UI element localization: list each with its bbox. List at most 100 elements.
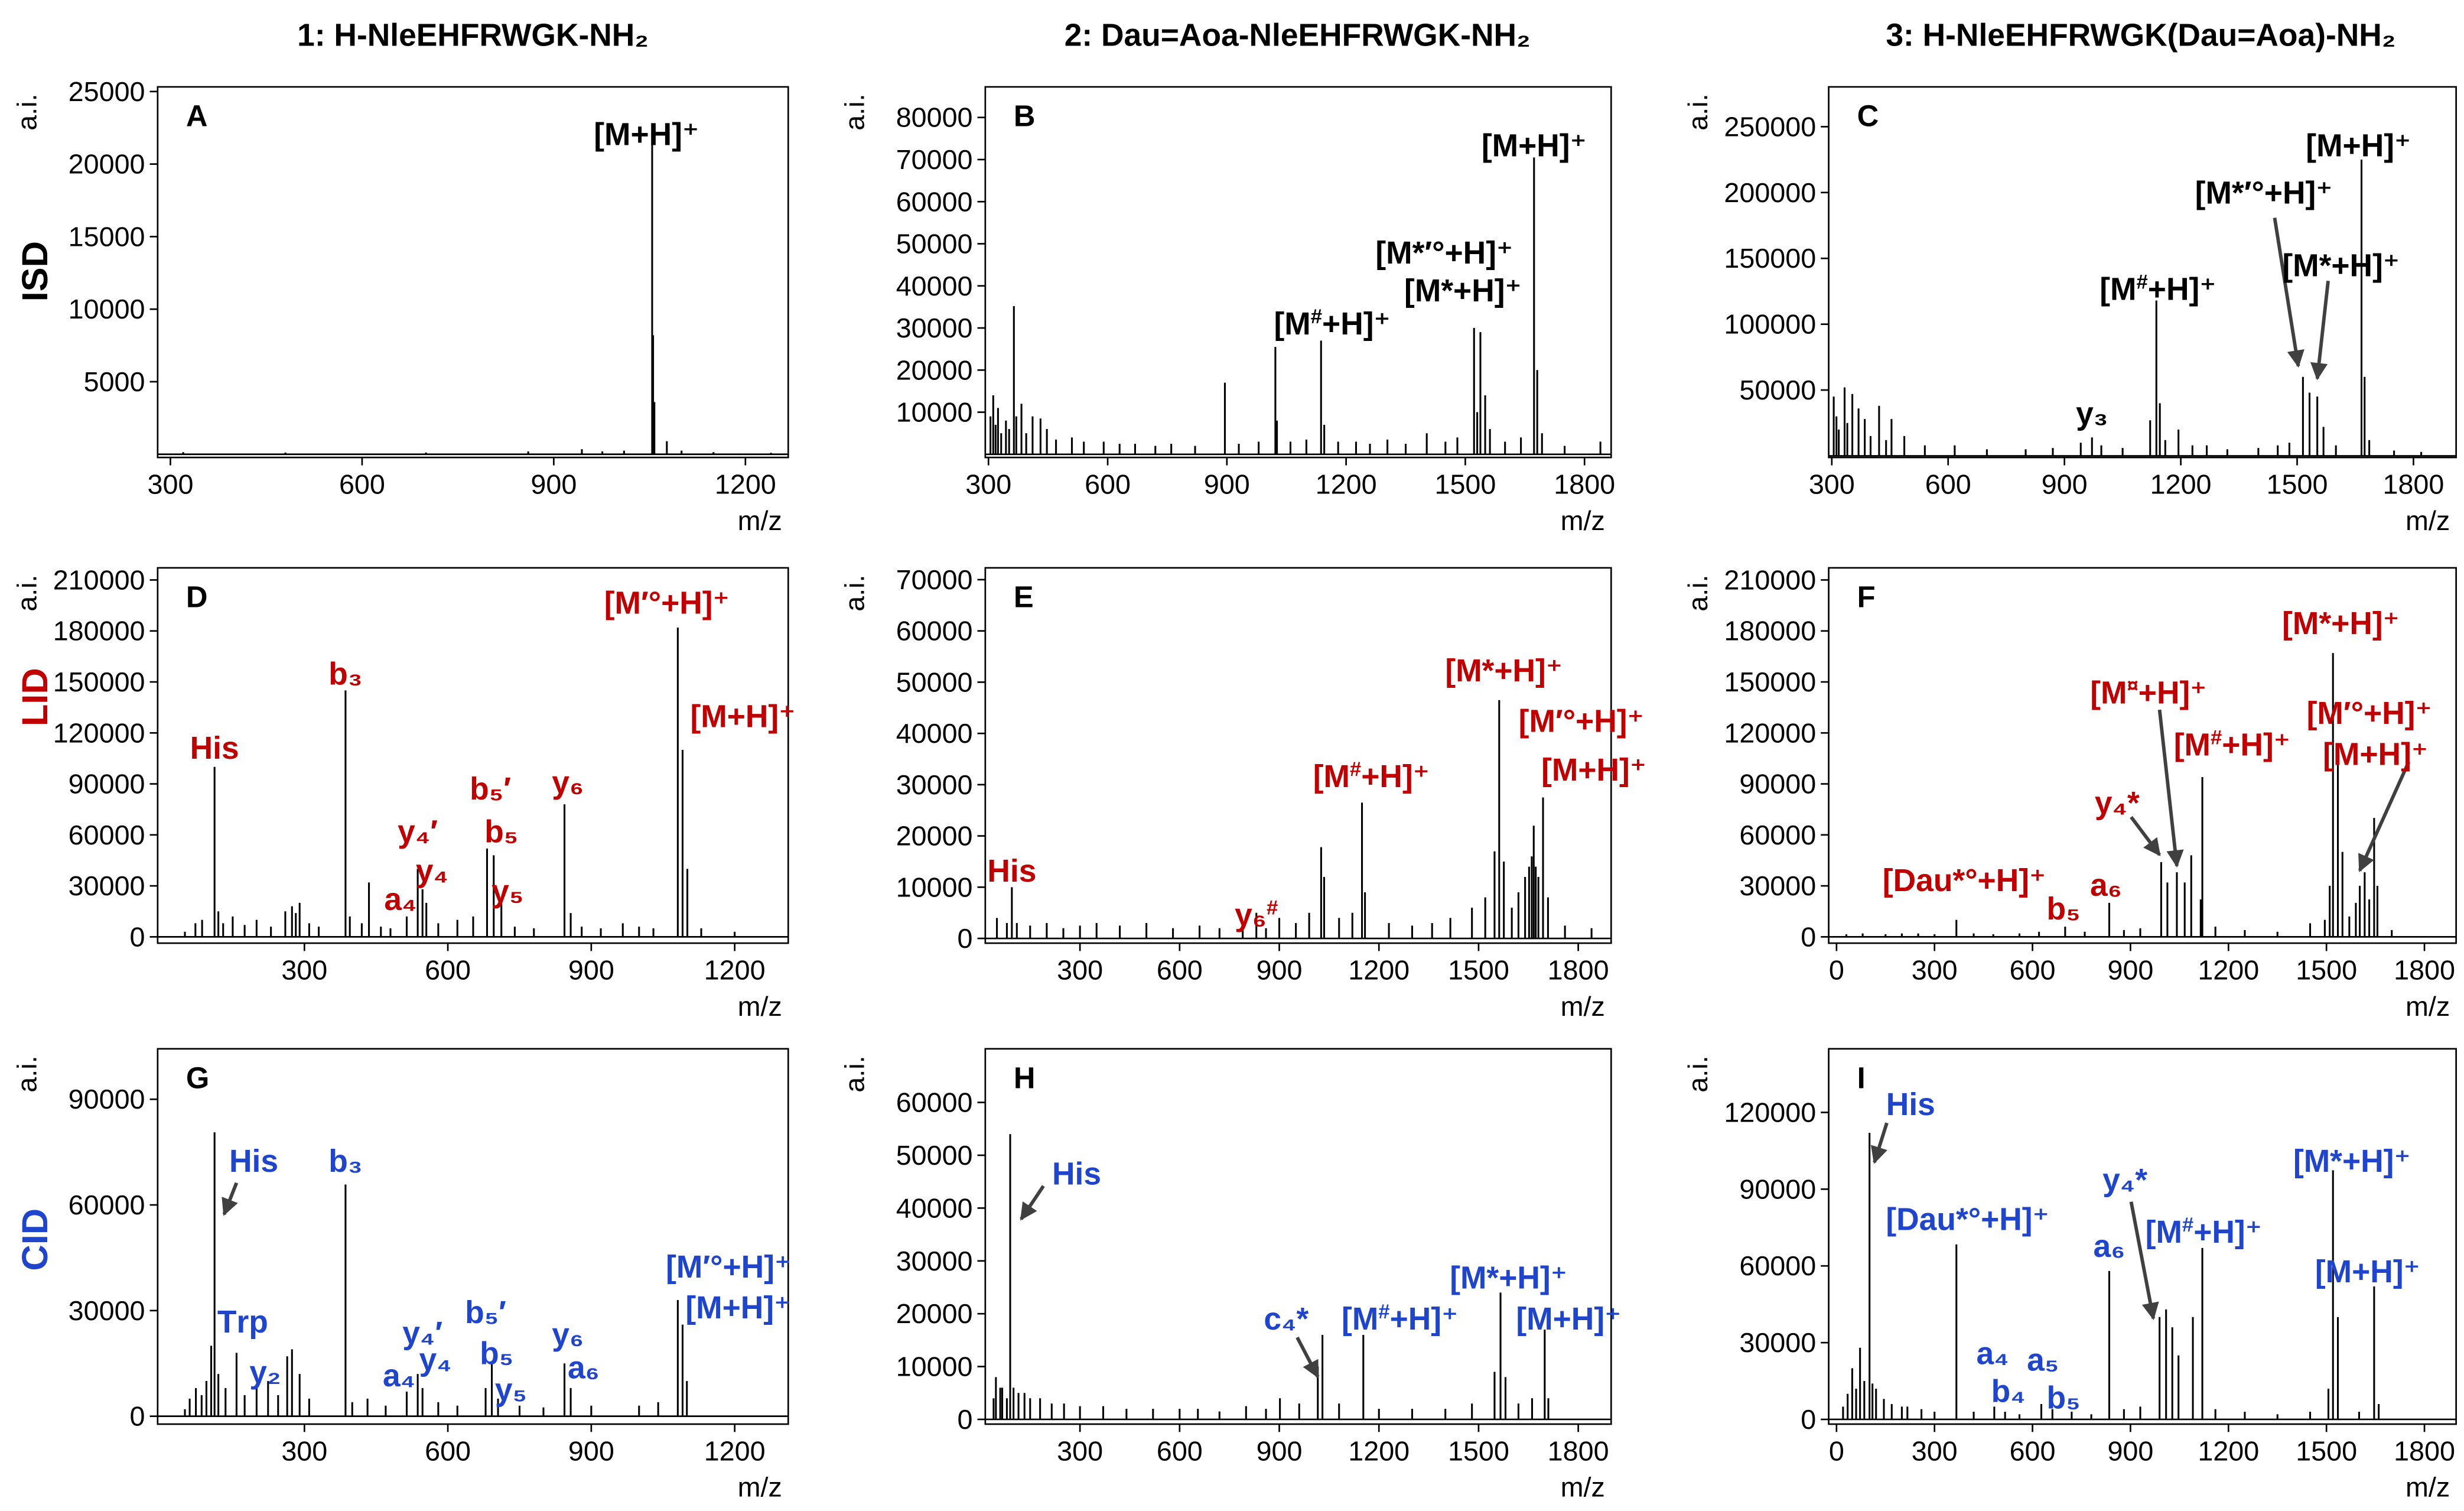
annotation-label: y₅	[495, 1373, 527, 1408]
y-tick-label: 200000	[1724, 177, 1816, 208]
y-axis-label: a.i.	[1682, 94, 1713, 131]
y-tick-label: 0	[130, 921, 145, 952]
x-tick-label: 300	[1057, 954, 1103, 985]
y-axis-label: a.i.	[1682, 1055, 1713, 1092]
annotation-label: [M′°+H]⁺	[604, 586, 730, 620]
annotation-label: y₃	[2076, 397, 2108, 431]
x-tick-label: 300	[965, 469, 1011, 500]
annotation-label: y₄*	[2095, 786, 2140, 821]
plot-frame	[984, 567, 1612, 944]
annotation-label: y₄	[419, 1343, 451, 1377]
peaks	[1828, 160, 2456, 457]
panel-letter: B	[1014, 99, 1036, 133]
x-tick-label: 1200	[1348, 954, 1410, 985]
annotation-label: y₄	[416, 854, 448, 889]
annotation-label: [M+H]⁺	[594, 118, 699, 152]
panel-letter: G	[186, 1061, 209, 1095]
x-tick-label: 0	[1829, 1435, 1844, 1466]
y-tick-label: 20000	[896, 1298, 973, 1329]
peaks	[157, 144, 789, 456]
x-tick-label: 1200	[2150, 469, 2212, 500]
row-label-cid: CID	[15, 1208, 56, 1271]
annotation-arrow	[2130, 815, 2161, 856]
y-axis-label: a.i.	[11, 1055, 42, 1092]
plot-frame	[157, 1048, 789, 1425]
annotation-label: y₄′	[402, 1316, 442, 1351]
annotation-label: b₅′	[470, 772, 511, 807]
y-tick-label: 10000	[896, 1351, 973, 1382]
annotation-label: [M+H]⁺	[2306, 129, 2411, 164]
peaks	[985, 1134, 1612, 1421]
annotation-arrow	[1296, 1336, 1320, 1379]
y-tick-label: 50000	[896, 667, 973, 697]
y-tick-label: 30000	[69, 1295, 145, 1326]
x-tick-label: 1800	[1554, 469, 1615, 500]
x-tick-label: 600	[1157, 1435, 1203, 1466]
y-axis-label: a.i.	[839, 94, 870, 131]
y-tick-label: 90000	[1739, 1174, 1816, 1204]
y-tick-label: 30000	[896, 1246, 973, 1276]
annotation-label: His	[229, 1144, 278, 1179]
y-tick-label: 40000	[896, 271, 973, 301]
annotation-arrow	[2273, 217, 2304, 368]
annotation-label: [M¤+H]⁺	[2090, 674, 2206, 710]
panel-e: 0 10000 20000 30000 40000 50000 60000 70000 300 6…	[839, 564, 1646, 1022]
y-tick-label: 0	[958, 1404, 973, 1435]
y-axis-label: a.i.	[839, 1055, 870, 1092]
y-tick-label: 120000	[1724, 1097, 1816, 1128]
y-tick-label: 10000	[896, 397, 973, 428]
y-tick-label: 150000	[1724, 667, 1816, 697]
x-tick-label: 600	[2010, 954, 2056, 985]
panel-f: 0 30000 60000 90000 120000 150000 180000 210000…	[1682, 564, 2457, 1022]
annotation-label: [M+H]⁺	[690, 699, 795, 734]
y-tick-label: 210000	[1724, 564, 1816, 595]
annotation-label: b₃	[328, 657, 362, 691]
x-axis-label: m/z	[1561, 1472, 1605, 1503]
x-tick-label: 900	[1204, 469, 1250, 500]
plot-frame	[157, 567, 789, 944]
annotation-label: b₅	[2047, 1380, 2081, 1415]
annotation-arrow	[1020, 1185, 1045, 1221]
x-tick-label: 1200	[2198, 1435, 2259, 1466]
annotation-label: [M′°+H]⁺	[666, 1250, 791, 1285]
annotation-label: b₅	[2047, 892, 2081, 927]
x-tick-label: 1200	[704, 1435, 766, 1466]
y-tick-label: 70000	[896, 144, 973, 175]
x-tick-label: 300	[281, 954, 327, 985]
plot-frame	[984, 86, 1612, 459]
x-tick-label: 900	[2042, 469, 2088, 500]
x-axis-label: m/z	[738, 991, 782, 1022]
row-labels: ISD LID CID	[15, 241, 56, 1270]
x-axis-label: m/z	[2406, 505, 2450, 536]
annotation-label: a₆	[568, 1351, 600, 1386]
panel-d: 0 30000 60000 90000 120000 150000 180000 210000…	[11, 564, 795, 1021]
y-axis-label: a.i.	[11, 574, 42, 611]
x-tick-label: 1800	[2383, 469, 2445, 500]
annotation-label: y₄*	[2102, 1163, 2147, 1198]
annotation-label: y₄′	[398, 814, 438, 849]
x-tick-label: 600	[2010, 1435, 2056, 1466]
annotation-label: y₅	[492, 875, 523, 909]
y-tick-label: 150000	[1724, 243, 1816, 274]
annotation-label: c₄*	[1264, 1302, 1309, 1337]
peaks	[1828, 653, 2456, 938]
row-label-isd: ISD	[15, 241, 56, 301]
x-tick-label: 900	[568, 954, 614, 985]
plot-frame	[157, 86, 789, 459]
plot-frame	[1828, 86, 2457, 459]
panel-letter: H	[1014, 1061, 1036, 1095]
annotation-arrow	[2310, 280, 2330, 381]
annotation-label: [M*′°+H]⁺	[2195, 176, 2333, 210]
annotation-label: [M#+H]⁺	[2100, 271, 2216, 307]
x-tick-label: 300	[1912, 954, 1958, 985]
annotation-arrow	[222, 1182, 239, 1216]
annotation-label: [M+H]⁺	[2315, 1255, 2420, 1289]
annotation-label: b₅	[484, 814, 518, 849]
annotation-label: His	[987, 854, 1036, 889]
x-tick-label: 1800	[2394, 1435, 2455, 1466]
annotation-arrow	[2129, 1201, 2159, 1321]
annotation-arrow	[1870, 1122, 1889, 1164]
y-tick-label: 20000	[896, 355, 973, 385]
x-tick-label: 900	[530, 469, 577, 500]
annotation-label: a₄	[1977, 1337, 2009, 1372]
